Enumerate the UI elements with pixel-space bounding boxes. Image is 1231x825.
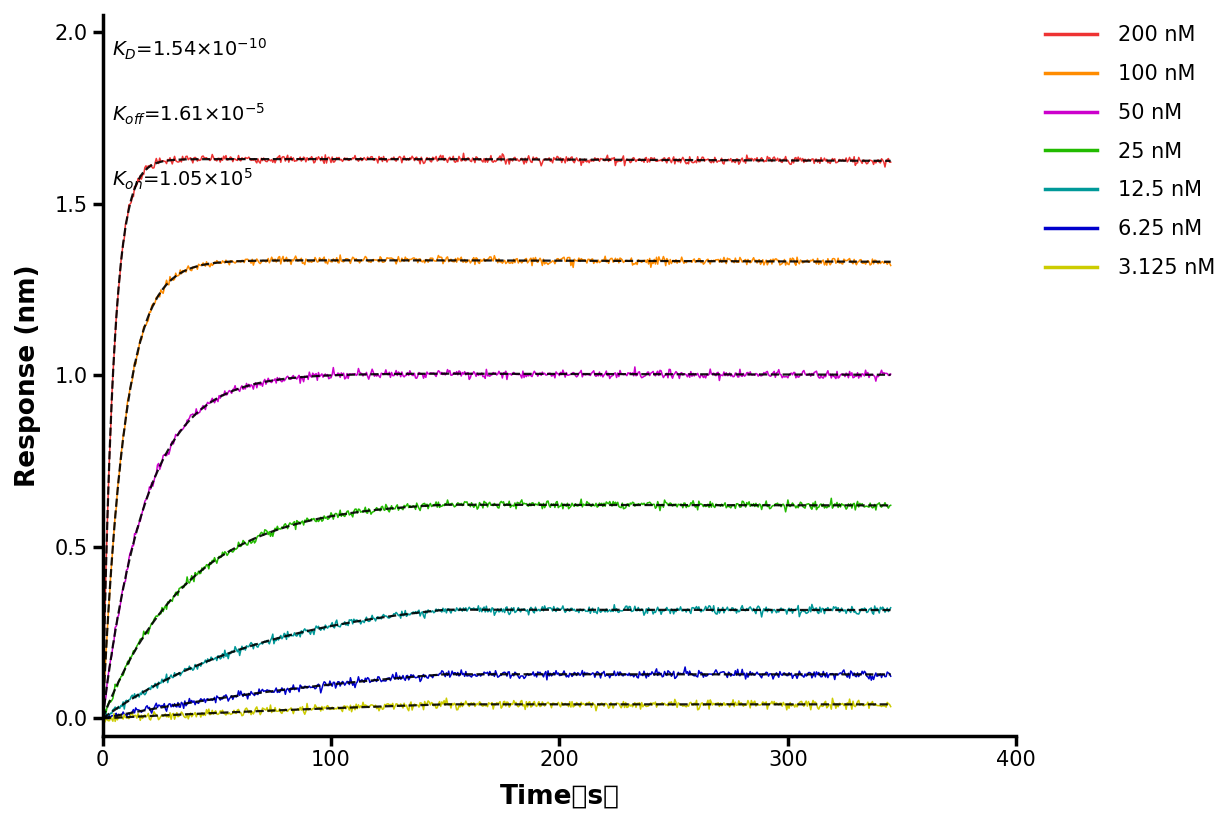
Text: $K_D$=1.54×10$^{-10}$: $K_D$=1.54×10$^{-10}$	[112, 36, 267, 62]
X-axis label: Time（s）: Time（s）	[500, 784, 619, 810]
Text: $K_{on}$=1.05×10$^5$: $K_{on}$=1.05×10$^5$	[112, 167, 252, 191]
Y-axis label: Response (nm): Response (nm)	[15, 264, 41, 487]
Legend: 200 nM, 100 nM, 50 nM, 25 nM, 12.5 nM, 6.25 nM, 3.125 nM: 200 nM, 100 nM, 50 nM, 25 nM, 12.5 nM, 6…	[1045, 26, 1215, 278]
Text: $K_{off}$=1.61×10$^{-5}$: $K_{off}$=1.61×10$^{-5}$	[112, 101, 265, 127]
